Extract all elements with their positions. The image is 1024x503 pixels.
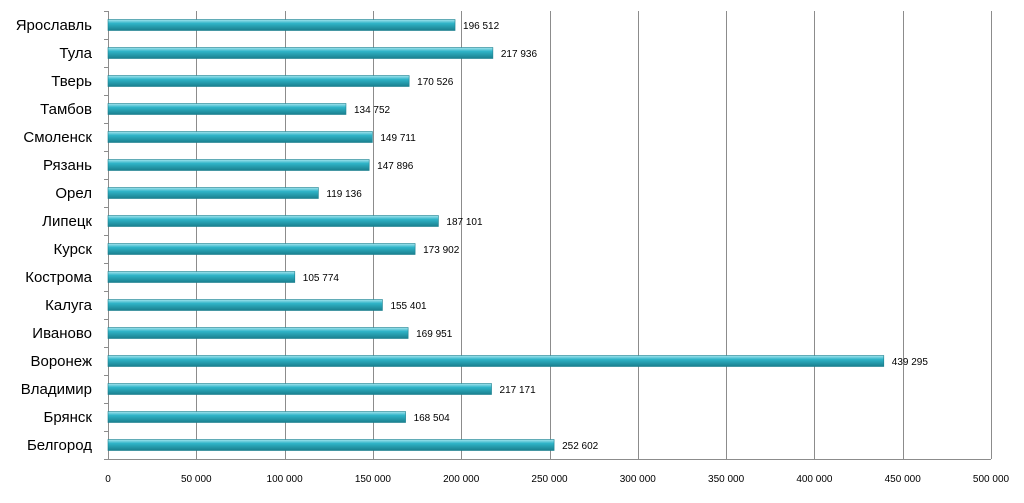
bar bbox=[107, 19, 456, 31]
data-label: 134 752 bbox=[354, 105, 391, 116]
bar bbox=[107, 159, 370, 171]
x-tick-label: 300 000 bbox=[620, 474, 657, 485]
x-tick-label: 0 bbox=[105, 474, 111, 485]
x-tick-label: 50 000 bbox=[181, 474, 212, 485]
bar bbox=[107, 383, 492, 395]
category-label: Тверь bbox=[51, 73, 92, 90]
x-tick-label: 400 000 bbox=[796, 474, 833, 485]
category-label: Тула bbox=[59, 45, 92, 62]
data-label: 173 902 bbox=[423, 245, 460, 256]
category-label: Тамбов bbox=[40, 101, 92, 118]
category-label: Кострома bbox=[25, 269, 92, 286]
data-label: 439 295 bbox=[892, 357, 929, 368]
x-tick-label: 500 000 bbox=[973, 474, 1010, 485]
x-tick-label: 350 000 bbox=[708, 474, 745, 485]
category-label: Курск bbox=[54, 241, 93, 258]
data-label: 196 512 bbox=[463, 21, 500, 32]
category-label: Белгород bbox=[27, 437, 92, 454]
data-label: 119 136 bbox=[326, 189, 362, 200]
data-label: 169 951 bbox=[416, 329, 453, 340]
category-label: Рязань bbox=[43, 157, 92, 174]
x-tick-label: 200 000 bbox=[443, 474, 480, 485]
bar bbox=[107, 243, 416, 255]
x-tick-label: 450 000 bbox=[885, 474, 922, 485]
data-label: 155 401 bbox=[390, 301, 427, 312]
category-label: Брянск bbox=[44, 409, 93, 426]
bar bbox=[107, 271, 296, 283]
data-label: 217 936 bbox=[501, 49, 538, 60]
bar bbox=[107, 327, 409, 339]
data-label: 168 504 bbox=[414, 413, 451, 424]
category-label: Иваново bbox=[32, 325, 92, 342]
data-label: 147 896 bbox=[377, 161, 414, 172]
bar bbox=[107, 215, 439, 227]
data-label: 105 774 bbox=[303, 273, 340, 284]
bar bbox=[107, 103, 347, 115]
bar bbox=[107, 47, 494, 59]
category-label: Липецк bbox=[42, 213, 92, 230]
bar bbox=[107, 355, 885, 367]
bar bbox=[107, 411, 406, 423]
category-label: Ярославль bbox=[16, 17, 92, 34]
bar bbox=[107, 299, 383, 311]
data-label: 252 602 bbox=[562, 441, 599, 452]
bar bbox=[107, 187, 319, 199]
x-tick-label: 150 000 bbox=[355, 474, 392, 485]
x-tick-label: 100 000 bbox=[267, 474, 304, 485]
bar bbox=[107, 75, 410, 87]
bar bbox=[107, 131, 373, 143]
data-label: 170 526 bbox=[417, 77, 454, 88]
data-label: 187 101 bbox=[446, 217, 483, 228]
data-label: 217 171 bbox=[500, 385, 537, 396]
category-label: Владимир bbox=[21, 381, 92, 398]
category-label: Воронеж bbox=[30, 353, 92, 370]
bar bbox=[107, 439, 555, 451]
category-label: Смоленск bbox=[23, 129, 92, 146]
category-label: Калуга bbox=[45, 297, 92, 314]
labels: 0 50 000 100 000 150 000 200 000 250 000 300 0… bbox=[16, 17, 1010, 485]
bars bbox=[107, 19, 885, 451]
x-tick-label: 250 000 bbox=[531, 474, 568, 485]
data-label: 149 711 bbox=[380, 133, 416, 144]
category-label: Орел bbox=[55, 185, 92, 202]
